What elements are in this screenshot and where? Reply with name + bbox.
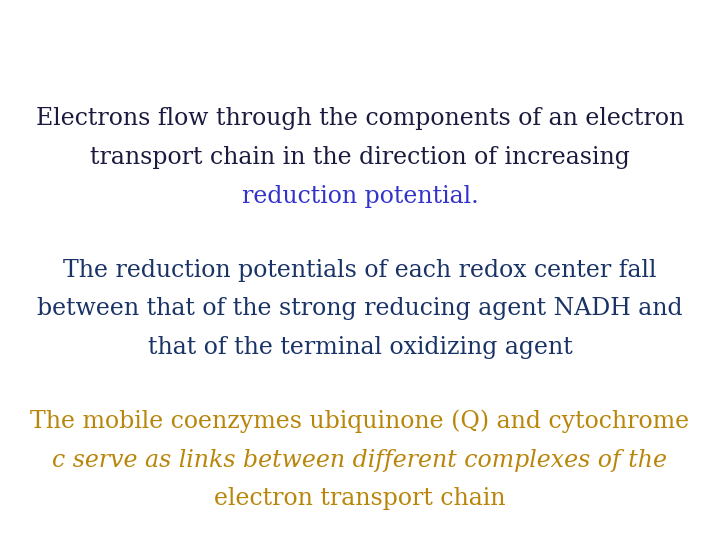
Text: that of the terminal oxidizing agent: that of the terminal oxidizing agent: [148, 336, 572, 359]
Text: transport chain in the direction of increasing: transport chain in the direction of incr…: [90, 146, 630, 169]
Text: The reduction potentials of each redox center fall: The reduction potentials of each redox c…: [63, 259, 657, 281]
Text: between that of the strong reducing agent NADH and: between that of the strong reducing agen…: [37, 298, 683, 320]
Text: c serve as links between different complexes of the: c serve as links between different compl…: [53, 449, 667, 471]
Text: reduction potential.: reduction potential.: [242, 185, 478, 208]
Text: electron transport chain: electron transport chain: [215, 488, 505, 510]
Text: The mobile coenzymes ubiquinone (Q) and cytochrome: The mobile coenzymes ubiquinone (Q) and …: [30, 409, 690, 433]
Text: Electrons flow through the components of an electron: Electrons flow through the components of…: [36, 107, 684, 130]
Text: transport chain in the direction of increasing: transport chain in the direction of incr…: [90, 146, 630, 169]
